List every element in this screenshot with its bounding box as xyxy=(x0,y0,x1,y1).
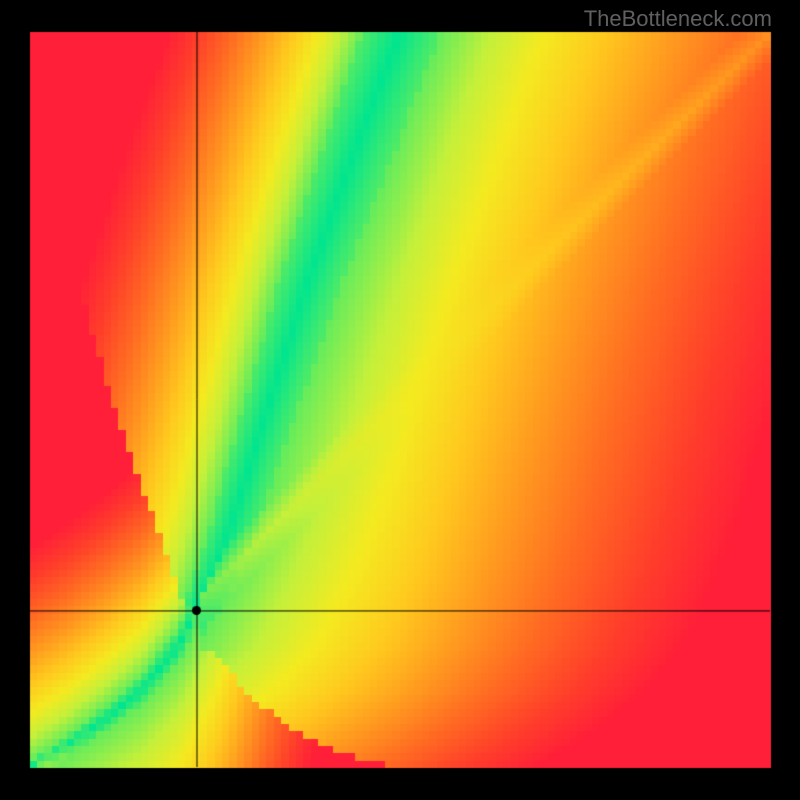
bottleneck-heatmap xyxy=(0,0,800,800)
watermark-label: TheBottleneck.com xyxy=(584,6,772,32)
